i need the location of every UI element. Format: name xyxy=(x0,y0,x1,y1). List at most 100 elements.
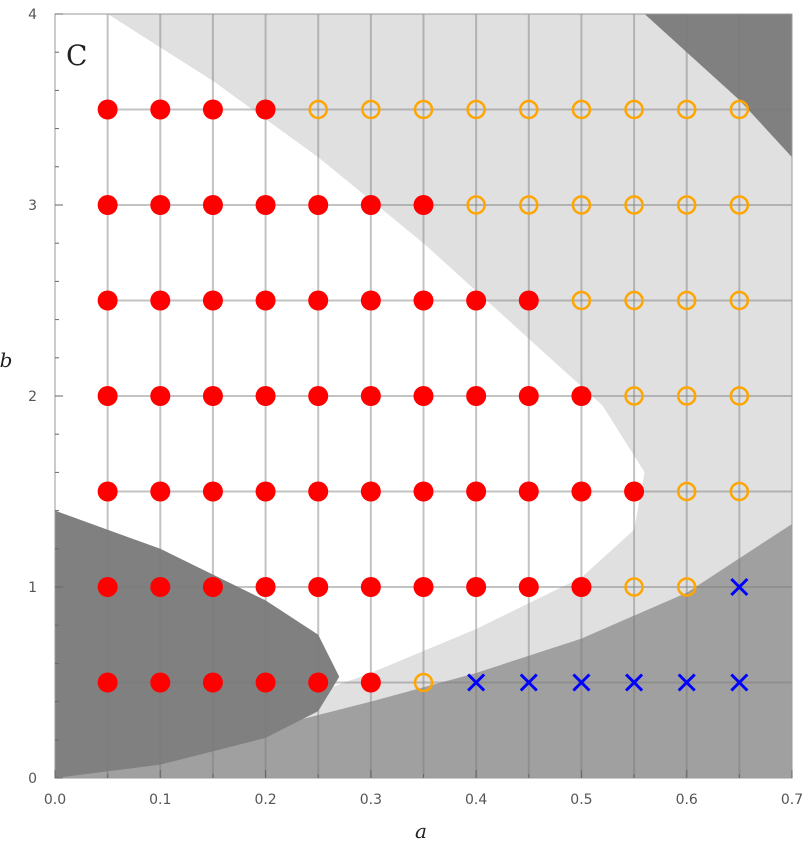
point-filled xyxy=(202,195,223,215)
point-filled xyxy=(360,672,381,693)
point-open xyxy=(729,99,750,120)
point-filled xyxy=(150,386,171,406)
point-filled xyxy=(255,672,276,693)
point-filled xyxy=(202,672,223,693)
point-filled xyxy=(150,290,171,311)
point-filled xyxy=(466,386,487,406)
y-tick-label: 3 xyxy=(28,198,37,214)
point-filled xyxy=(413,290,434,311)
point-filled xyxy=(97,290,118,311)
point-filled xyxy=(571,577,592,597)
point-filled xyxy=(150,99,171,120)
point-open xyxy=(729,290,750,311)
point-open xyxy=(676,99,697,120)
point-cross xyxy=(730,577,749,597)
point-open xyxy=(413,672,434,693)
region-mid xyxy=(55,523,792,778)
x-tick-label: 0.5 xyxy=(570,792,592,808)
point-filled xyxy=(518,386,539,406)
point-cross xyxy=(730,673,749,692)
point-filled xyxy=(413,195,434,215)
point-open xyxy=(729,481,750,502)
point-filled xyxy=(150,195,171,215)
point-filled xyxy=(255,386,276,406)
y-axis-label: b xyxy=(0,348,12,372)
shaded-regions xyxy=(55,14,792,778)
point-open xyxy=(729,195,750,215)
point-open xyxy=(308,99,328,120)
point-filled xyxy=(255,99,276,120)
point-filled xyxy=(97,481,118,502)
point-open xyxy=(571,99,592,120)
point-open xyxy=(571,195,592,215)
point-filled xyxy=(150,481,171,502)
point-filled xyxy=(518,290,539,311)
point-cross xyxy=(467,673,486,692)
x-axis-label: a xyxy=(415,819,427,843)
point-filled xyxy=(413,577,434,597)
point-filled xyxy=(308,386,329,406)
point-filled xyxy=(413,481,434,502)
point-filled xyxy=(255,481,276,502)
x-tick-label: 0.7 xyxy=(781,792,803,808)
point-open xyxy=(729,386,750,406)
point-open xyxy=(571,290,592,311)
point-open xyxy=(413,99,434,120)
point-filled xyxy=(518,481,539,502)
point-filled xyxy=(150,577,171,597)
point-filled xyxy=(360,481,381,502)
point-cross xyxy=(677,673,696,692)
x-tick-label: 0.3 xyxy=(360,792,382,808)
point-filled xyxy=(255,577,276,597)
point-open xyxy=(361,99,381,120)
point-filled xyxy=(308,577,329,597)
y-tick-label: 0 xyxy=(28,771,37,787)
point-filled xyxy=(308,195,329,215)
point-filled xyxy=(413,386,434,406)
point-cross xyxy=(519,673,538,692)
point-filled xyxy=(571,386,592,406)
point-filled xyxy=(466,577,487,597)
point-filled xyxy=(97,672,118,693)
point-open xyxy=(676,290,697,311)
point-filled xyxy=(202,481,223,502)
x-tick-label: 0.2 xyxy=(254,792,276,808)
point-open xyxy=(466,195,486,215)
region-dark-top-right xyxy=(644,14,792,158)
point-filled xyxy=(255,290,276,311)
point-open xyxy=(676,195,697,215)
point-open xyxy=(624,290,644,311)
point-open xyxy=(466,99,486,120)
point-filled xyxy=(360,386,381,406)
point-filled xyxy=(360,195,381,215)
y-tick-label: 4 xyxy=(28,7,37,23)
point-cross xyxy=(572,673,591,692)
point-filled xyxy=(360,577,381,597)
x-tick-label: 0.1 xyxy=(149,792,171,808)
region-dark-left xyxy=(55,510,340,778)
point-open xyxy=(519,99,539,120)
point-open xyxy=(624,577,644,597)
x-tick-label: 0.4 xyxy=(465,792,487,808)
point-filled xyxy=(360,290,381,311)
point-filled xyxy=(202,99,223,120)
point-filled xyxy=(466,481,487,502)
point-filled xyxy=(150,672,171,693)
data-points xyxy=(97,99,750,693)
point-filled xyxy=(97,195,118,215)
point-filled xyxy=(202,386,223,406)
point-open xyxy=(519,195,539,215)
x-tick-label: 0.6 xyxy=(676,792,698,808)
point-filled xyxy=(308,290,329,311)
point-filled xyxy=(571,481,592,502)
point-filled xyxy=(97,99,118,120)
point-cross xyxy=(625,673,644,692)
point-filled xyxy=(308,672,329,693)
point-filled xyxy=(255,195,276,215)
point-filled xyxy=(308,481,329,502)
y-tick-label: 2 xyxy=(28,389,37,405)
point-filled xyxy=(624,481,645,502)
point-open xyxy=(624,195,644,215)
axis-ticks: 0.0 0.1 0.2 0.3 0.4 0.5 0.6 0.7 0 1 2 3 4 xyxy=(28,7,803,808)
